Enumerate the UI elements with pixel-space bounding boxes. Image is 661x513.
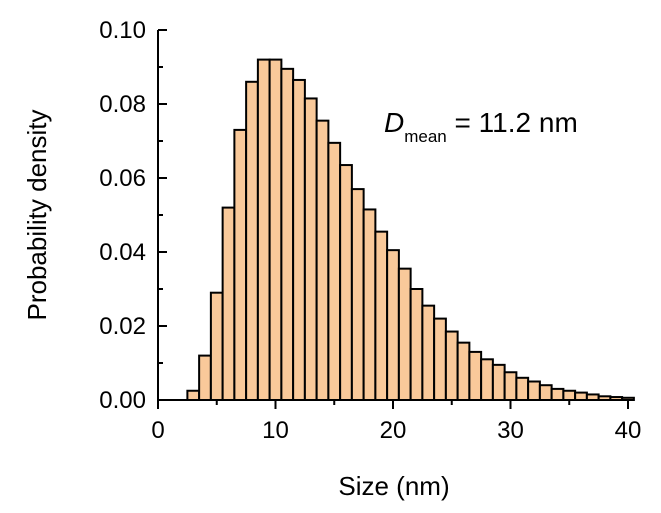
histogram-bar xyxy=(268,58,283,401)
tick-labels-group: 0 10 20 30 40 0.00 0.02 0.04 0.06 0.08 0.10 xyxy=(99,17,641,444)
histogram-bar xyxy=(456,341,471,401)
y-tick-label: 0.00 xyxy=(99,387,146,414)
annotation-symbol: D xyxy=(384,107,404,138)
annotation-value: = 11.2 nm xyxy=(447,107,578,138)
histogram-bar xyxy=(221,206,236,401)
histogram-bar xyxy=(245,80,259,402)
y-tick-label: 0.04 xyxy=(99,239,146,266)
y-tick-label: 0.02 xyxy=(99,313,146,340)
x-tick-label: 30 xyxy=(497,417,524,444)
histogram-bar xyxy=(468,350,483,401)
annotation-subscript: mean xyxy=(404,127,447,146)
histogram-bar xyxy=(503,371,518,401)
histogram-bar xyxy=(303,97,318,401)
x-axis-title: Size (nm) xyxy=(338,471,449,501)
histogram-bar xyxy=(515,376,530,401)
histogram-bar xyxy=(574,391,588,402)
histogram-bar xyxy=(280,67,295,401)
y-tick-label: 0.08 xyxy=(99,91,146,118)
histogram-bar xyxy=(491,363,506,402)
histogram-bar xyxy=(386,249,400,401)
x-tick-label: 10 xyxy=(262,417,289,444)
histogram-bar xyxy=(198,354,212,402)
histogram-bar xyxy=(350,188,365,401)
histogram-bar xyxy=(527,380,541,401)
histogram-bar xyxy=(550,387,565,401)
histogram-bar xyxy=(409,288,424,401)
histogram-bar xyxy=(397,267,412,401)
histogram-bar xyxy=(480,358,494,401)
histogram-bar xyxy=(444,330,459,401)
histogram-bar xyxy=(433,317,447,402)
histogram-bar xyxy=(233,128,248,401)
histogram-bar xyxy=(186,389,201,401)
x-tick-label: 0 xyxy=(151,417,164,444)
histogram-bar xyxy=(562,389,577,401)
histogram-bar xyxy=(327,141,342,401)
histogram-bar xyxy=(374,230,389,401)
mean-size-annotation: Dmean = 11.2 nm xyxy=(384,107,578,146)
y-axis-title: Probability density xyxy=(22,110,52,321)
y-tick-label: 0.10 xyxy=(99,17,146,44)
histogram-bar xyxy=(362,208,377,401)
y-tick-label: 0.06 xyxy=(99,165,146,192)
bars-group xyxy=(186,58,635,402)
x-tick-label: 40 xyxy=(615,417,642,444)
axes-group xyxy=(157,29,629,409)
histogram-bar xyxy=(315,119,330,402)
histogram-bar xyxy=(256,58,271,401)
x-tick-label: 20 xyxy=(380,417,407,444)
histogram-bar xyxy=(292,78,306,401)
histogram-bar xyxy=(538,384,553,402)
histogram-bar xyxy=(421,304,436,401)
histogram-bar xyxy=(339,164,353,401)
histogram-bar xyxy=(209,291,224,402)
